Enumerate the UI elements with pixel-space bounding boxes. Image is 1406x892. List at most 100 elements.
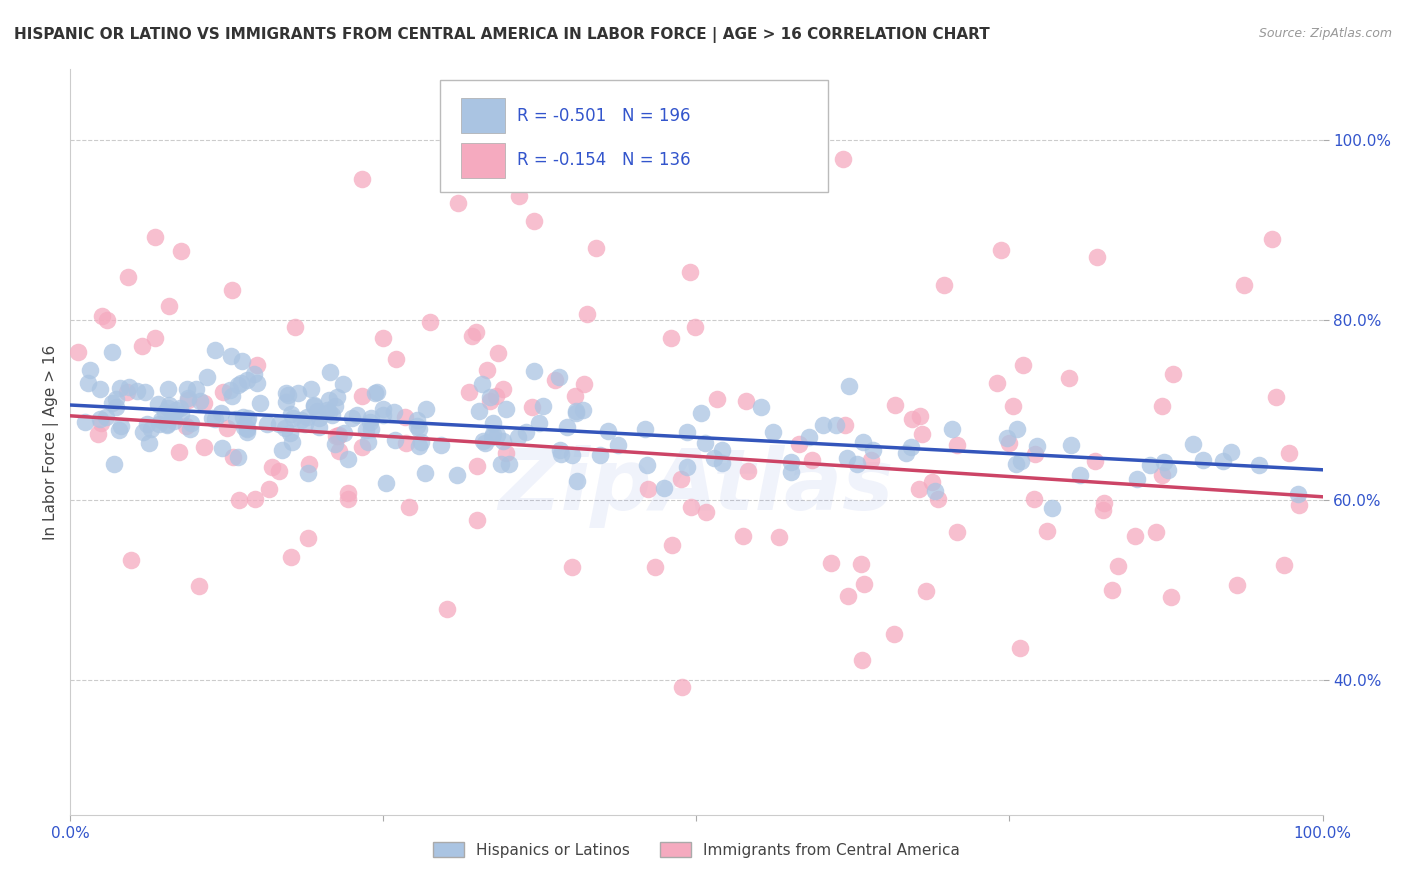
Point	[498, 458, 520, 472]
Point	[924, 484, 946, 499]
Point	[384, 351, 406, 366]
Point	[1265, 390, 1288, 404]
Point	[478, 394, 501, 409]
Point	[457, 384, 479, 399]
Point	[120, 553, 142, 567]
Point	[118, 380, 141, 394]
Point	[523, 364, 546, 378]
Point	[91, 309, 114, 323]
Point	[644, 559, 666, 574]
Point	[246, 376, 269, 391]
Point	[211, 385, 233, 400]
Point	[941, 422, 963, 436]
Point	[260, 460, 283, 475]
Point	[395, 435, 418, 450]
Point	[1085, 251, 1108, 265]
Point	[1144, 525, 1167, 540]
Point	[134, 384, 156, 399]
Point	[290, 412, 312, 426]
Point	[346, 408, 368, 422]
Point	[332, 425, 354, 440]
Point	[371, 402, 394, 417]
Text: HISPANIC OR LATINO VS IMMIGRANTS FROM CENTRAL AMERICA IN LABOR FORCE | AGE > 16 : HISPANIC OR LATINO VS IMMIGRANTS FROM CE…	[14, 27, 990, 43]
Point	[308, 411, 330, 425]
Point	[179, 422, 201, 436]
Point	[110, 381, 132, 395]
Point	[652, 481, 675, 495]
Point	[89, 382, 111, 396]
Point	[588, 448, 610, 462]
Point	[328, 427, 350, 442]
Point	[482, 426, 505, 441]
Point	[585, 242, 607, 256]
Point	[464, 325, 486, 339]
Point	[900, 440, 922, 454]
Point	[1261, 232, 1284, 246]
Point	[249, 396, 271, 410]
Point	[328, 428, 350, 442]
Point	[482, 416, 505, 430]
Point	[274, 395, 297, 409]
Point	[219, 383, 242, 397]
Point	[468, 403, 491, 417]
Point	[170, 244, 193, 259]
Point	[436, 602, 458, 616]
Point	[561, 448, 583, 462]
Point	[508, 189, 530, 203]
Point	[406, 418, 429, 433]
Point	[419, 315, 441, 329]
Point	[366, 385, 388, 400]
Point	[768, 530, 790, 544]
Point	[170, 407, 193, 421]
Point	[995, 431, 1018, 445]
Point	[1107, 559, 1129, 574]
Point	[150, 413, 173, 427]
Point	[508, 430, 530, 444]
Point	[406, 412, 429, 426]
Point	[523, 214, 546, 228]
Point	[228, 493, 250, 508]
Bar	[461, 144, 505, 178]
Point	[990, 243, 1012, 257]
Point	[837, 589, 859, 603]
Point	[1153, 454, 1175, 468]
Point	[932, 277, 955, 292]
Point	[1005, 457, 1028, 471]
Point	[515, 425, 537, 439]
Point	[789, 437, 811, 451]
Point	[555, 419, 578, 434]
Point	[156, 382, 179, 396]
Point	[1092, 503, 1115, 517]
Point	[79, 362, 101, 376]
Point	[281, 410, 304, 425]
Point	[486, 346, 509, 360]
Point	[851, 557, 873, 571]
Point	[1094, 496, 1116, 510]
Point	[661, 538, 683, 552]
Point	[233, 420, 256, 434]
Point	[278, 426, 301, 441]
Point	[522, 400, 544, 414]
Point	[737, 464, 759, 478]
Point	[156, 417, 179, 431]
Point	[1040, 501, 1063, 516]
Point	[693, 436, 716, 450]
Point	[901, 412, 924, 426]
Point	[689, 406, 711, 420]
Point	[447, 196, 470, 211]
Point	[797, 430, 820, 444]
Point	[297, 531, 319, 545]
Point	[174, 418, 197, 433]
Point	[104, 400, 127, 414]
Point	[851, 653, 873, 667]
Point	[325, 429, 347, 443]
Point	[1057, 371, 1080, 385]
Point	[1152, 467, 1174, 482]
Point	[269, 464, 291, 478]
Point	[328, 444, 350, 458]
Point	[236, 422, 259, 436]
Point	[409, 435, 432, 450]
Point	[1101, 582, 1123, 597]
Point	[287, 385, 309, 400]
Point	[190, 393, 212, 408]
